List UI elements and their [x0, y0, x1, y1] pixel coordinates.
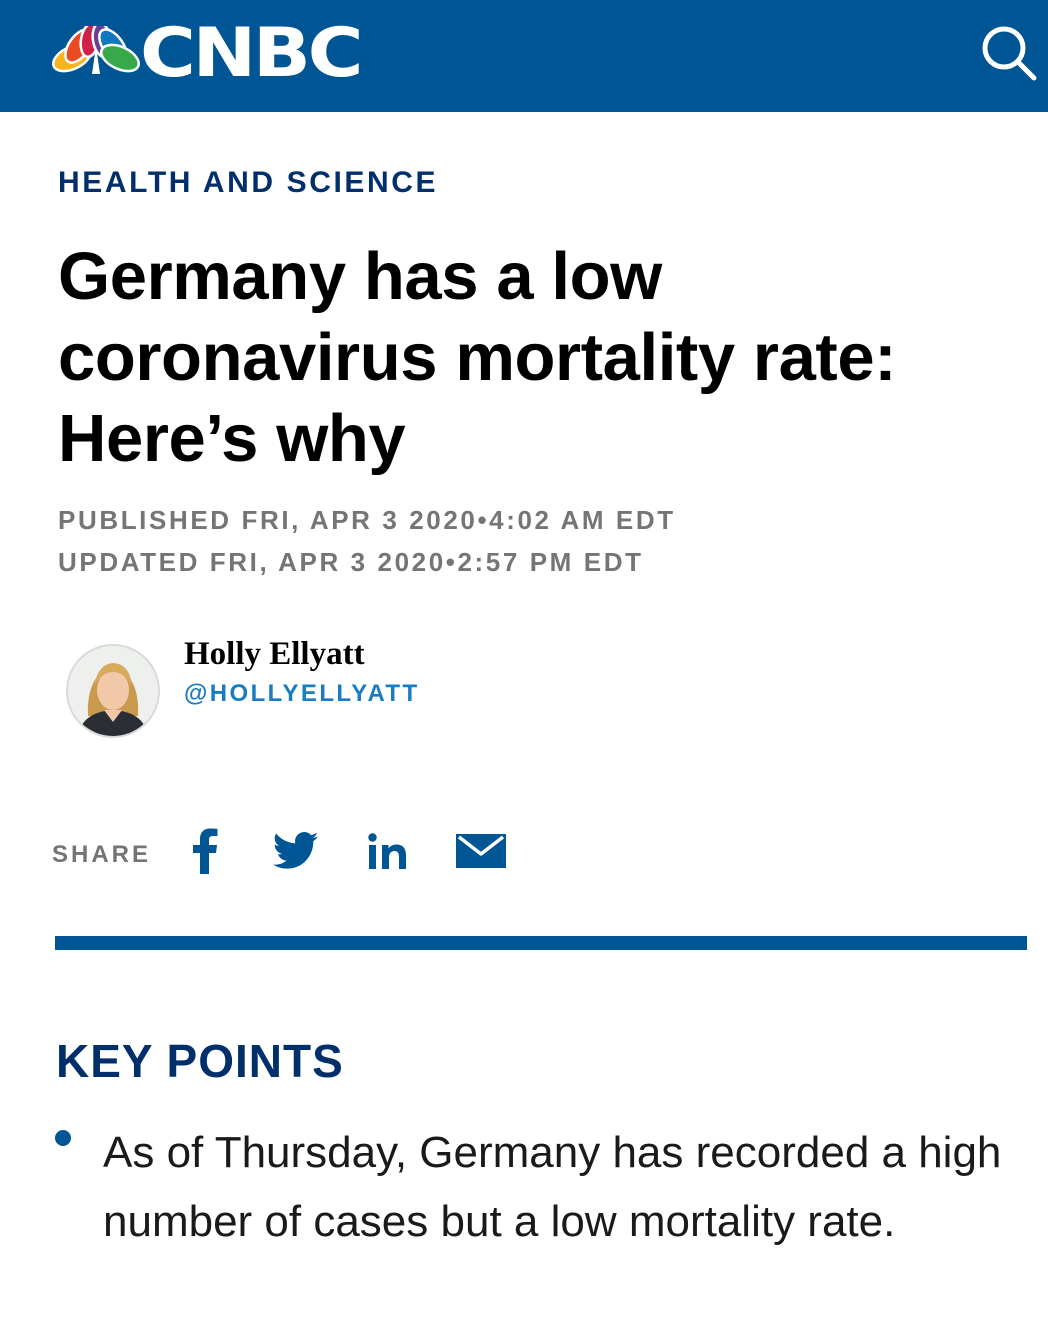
bullet-icon	[55, 1130, 71, 1146]
share-label: SHARE	[52, 841, 152, 868]
article-headline: Germany has a low coronavirus mortality …	[58, 239, 897, 476]
email-icon	[456, 834, 506, 868]
key-point-item: As of Thursday, Germany has recorded a h…	[103, 1128, 1002, 1246]
author-name[interactable]: Holly Ellyatt	[184, 636, 365, 672]
facebook-icon	[193, 828, 218, 874]
avatar[interactable]	[66, 644, 160, 738]
share-twitter-button[interactable]	[273, 831, 319, 871]
published-date: PUBLISHED FRI, APR 3 2020•4:02 AM EDT	[58, 505, 676, 535]
linkedin-icon	[368, 833, 406, 869]
updated-date: UPDATED FRI, APR 3 2020•2:57 PM EDT	[58, 547, 644, 577]
author-twitter-handle[interactable]: @HOLLYELLYATT	[184, 680, 420, 707]
section-label[interactable]: HEALTH AND SCIENCE	[58, 166, 439, 199]
twitter-icon	[273, 832, 319, 869]
key-points-title: KEY POINTS	[56, 1035, 344, 1087]
share-facebook-button[interactable]	[190, 828, 220, 874]
search-button[interactable]	[978, 22, 1040, 84]
cnbc-peacock-logo[interactable]	[52, 21, 140, 80]
top-nav-bar: CNBC	[0, 0, 1048, 112]
cnbc-wordmark[interactable]: CNBC	[140, 14, 364, 93]
share-linkedin-button[interactable]	[368, 833, 410, 871]
search-icon	[982, 26, 1037, 81]
share-email-button[interactable]	[456, 834, 506, 868]
section-divider	[55, 936, 1027, 950]
